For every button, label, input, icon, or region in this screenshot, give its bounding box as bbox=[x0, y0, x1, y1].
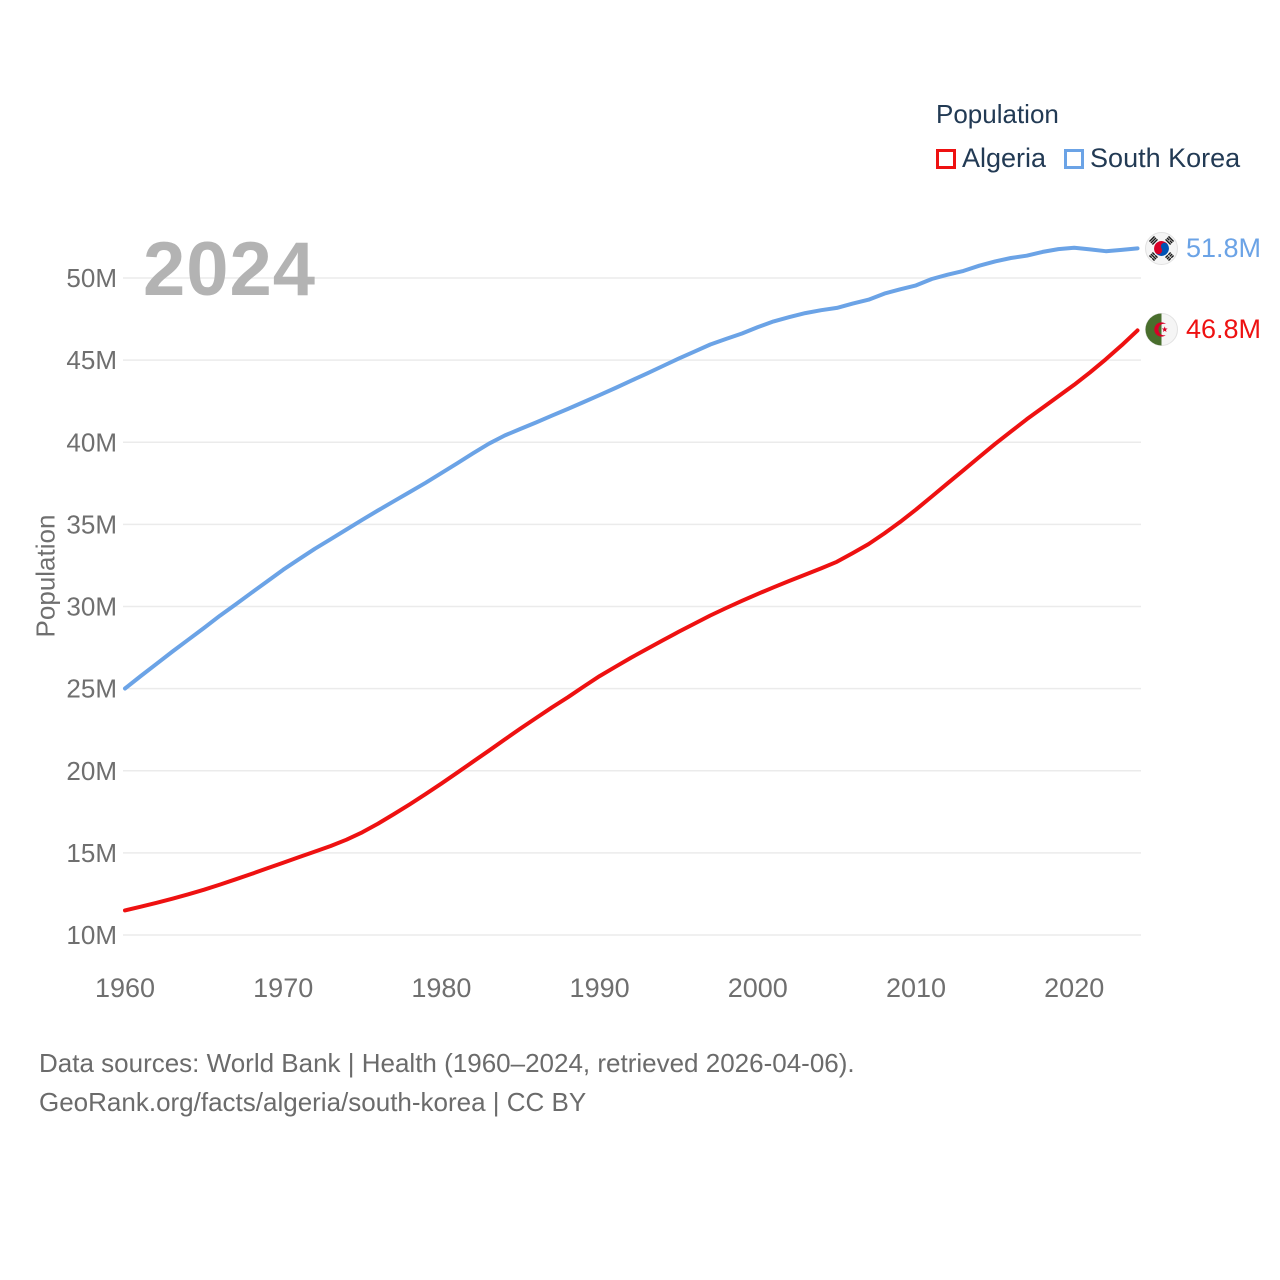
x-tick-label: 1960 bbox=[95, 973, 155, 1003]
y-tick-label: 10M bbox=[66, 920, 117, 950]
south-korea-swatch-icon bbox=[1064, 148, 1085, 169]
y-tick-label: 40M bbox=[66, 427, 117, 457]
y-tick-label: 45M bbox=[66, 345, 117, 375]
legend: Population Algeria South Korea bbox=[936, 99, 1240, 174]
algeria-flag-icon bbox=[1145, 313, 1178, 346]
footer: Data sources: World Bank | Health (1960–… bbox=[39, 1044, 855, 1122]
legend-item-label: Algeria bbox=[962, 143, 1047, 173]
x-tick-label: 2020 bbox=[1044, 973, 1104, 1003]
legend-item-algeria[interactable]: Algeria bbox=[936, 143, 1046, 174]
algeria-line[interactable] bbox=[123, 328, 1140, 913]
legend-item-south-korea[interactable]: South Korea bbox=[1064, 143, 1240, 174]
south-korea-end-value: 51.8M bbox=[1186, 233, 1262, 263]
algeria-swatch-icon bbox=[936, 148, 956, 169]
south-korea-line[interactable] bbox=[123, 245, 1140, 691]
x-tick-label: 2010 bbox=[886, 973, 946, 1003]
y-axis-title: Population bbox=[30, 514, 61, 638]
legend-item-label: South Korea bbox=[1090, 143, 1241, 173]
y-tick-label: 30M bbox=[66, 592, 117, 622]
y-tick-label: 35M bbox=[66, 509, 117, 539]
x-tick-label: 2000 bbox=[728, 973, 788, 1003]
y-tick-label: 20M bbox=[66, 756, 117, 786]
x-tick-label: 1980 bbox=[411, 973, 471, 1003]
south-korea-end-label: 51.8M bbox=[1145, 232, 1261, 265]
footer-sources: Data sources: World Bank | Health (1960–… bbox=[39, 1048, 855, 1078]
x-tick-label: 1990 bbox=[570, 973, 630, 1003]
algeria-end-value: 46.8M bbox=[1186, 314, 1262, 344]
algeria-end-label: 46.8M bbox=[1145, 313, 1261, 346]
legend-title: Population bbox=[936, 99, 1059, 129]
y-tick-label: 25M bbox=[66, 674, 117, 704]
y-tick-label: 50M bbox=[66, 263, 117, 293]
x-tick-label: 1970 bbox=[253, 973, 313, 1003]
legend-items: Algeria South Korea bbox=[936, 143, 1240, 174]
footer-attribution: GeoRank.org/facts/algeria/south-korea | … bbox=[39, 1087, 587, 1117]
y-tick-label: 15M bbox=[66, 838, 117, 868]
south-korea-flag-icon bbox=[1145, 232, 1178, 265]
